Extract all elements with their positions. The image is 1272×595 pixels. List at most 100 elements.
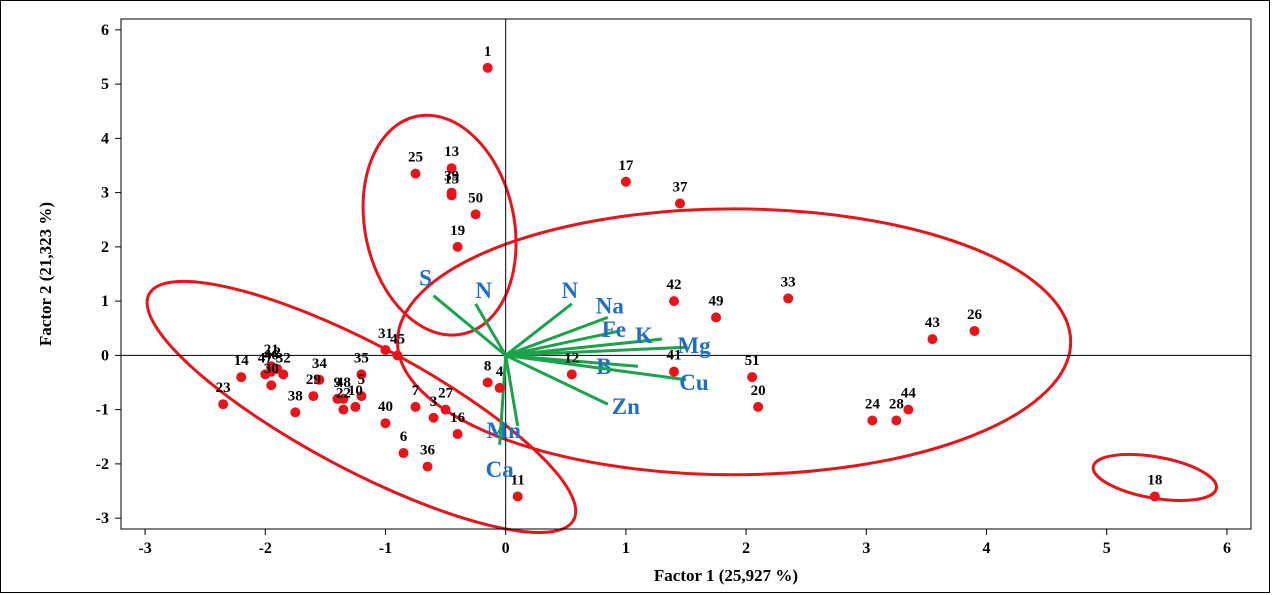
data-point bbox=[266, 380, 277, 391]
data-point bbox=[753, 401, 764, 412]
data-point bbox=[747, 372, 758, 383]
x-tick-label: 4 bbox=[983, 540, 991, 557]
point-label: 28 bbox=[889, 396, 904, 412]
x-tick-label: 3 bbox=[862, 540, 870, 557]
data-point bbox=[290, 407, 301, 418]
point-label: 21 bbox=[264, 342, 279, 358]
point-label: 5 bbox=[358, 372, 366, 388]
point-label: 51 bbox=[745, 353, 760, 369]
point-label: 50 bbox=[468, 190, 483, 206]
y-tick-label: 2 bbox=[101, 239, 109, 256]
data-point bbox=[446, 163, 457, 174]
point-label: 47 bbox=[258, 350, 274, 366]
data-point bbox=[314, 374, 325, 385]
data-point bbox=[482, 62, 493, 73]
x-tick-label: 2 bbox=[742, 540, 750, 557]
vector-label-zn: Zn bbox=[612, 394, 640, 419]
data-point bbox=[783, 293, 794, 304]
point-label: 15 bbox=[444, 171, 459, 187]
y-tick-label: 0 bbox=[101, 347, 109, 364]
data-point bbox=[620, 176, 631, 187]
point-label: 10 bbox=[348, 383, 363, 399]
data-point bbox=[410, 168, 421, 179]
y-axis-title: Factor 2 (21,323 %) bbox=[36, 202, 55, 346]
point-label: 13 bbox=[444, 144, 459, 160]
point-label: 34 bbox=[312, 356, 328, 372]
data-point bbox=[350, 401, 361, 412]
x-tick-label: 0 bbox=[502, 540, 510, 557]
point-label: 38 bbox=[288, 388, 303, 404]
vector-n bbox=[474, 303, 507, 357]
y-tick-label: 5 bbox=[101, 76, 109, 93]
point-label: 8 bbox=[484, 359, 492, 375]
point-label: 9 bbox=[334, 375, 342, 391]
vector-label-na: Na bbox=[596, 293, 625, 318]
point-label: 49 bbox=[709, 293, 724, 309]
point-label: 48 bbox=[336, 375, 351, 391]
data-point bbox=[452, 241, 463, 252]
y-tick-label: 1 bbox=[101, 293, 109, 310]
point-label: 42 bbox=[666, 277, 681, 293]
data-point bbox=[668, 366, 679, 377]
data-point bbox=[512, 491, 523, 502]
point-label: 22 bbox=[336, 386, 351, 402]
vector-k bbox=[505, 337, 663, 357]
point-label: 6 bbox=[400, 429, 408, 445]
vector-cu bbox=[505, 353, 687, 382]
x-tick-label: -2 bbox=[259, 540, 272, 557]
point-label: 31 bbox=[378, 326, 393, 342]
data-point bbox=[440, 404, 451, 415]
data-point bbox=[422, 461, 433, 472]
point-label: 27 bbox=[438, 386, 454, 402]
x-tick-label: -1 bbox=[379, 540, 392, 557]
point-label: 4 bbox=[496, 364, 504, 380]
data-point bbox=[236, 372, 247, 383]
point-label: 39 bbox=[444, 169, 459, 185]
data-point bbox=[398, 448, 409, 459]
vector-label-n: N bbox=[475, 278, 492, 303]
data-point bbox=[566, 369, 577, 380]
data-point bbox=[452, 429, 463, 440]
data-point bbox=[338, 393, 349, 404]
data-point bbox=[668, 296, 679, 307]
vector-label-k: K bbox=[635, 323, 653, 348]
point-label: 23 bbox=[216, 380, 231, 396]
plot-area-border bbox=[120, 18, 1252, 530]
data-point bbox=[218, 399, 229, 410]
data-point bbox=[356, 391, 367, 402]
x-tick-label: 1 bbox=[622, 540, 630, 557]
point-label: 16 bbox=[450, 410, 466, 426]
point-label: 17 bbox=[618, 158, 634, 174]
vector-mn bbox=[504, 355, 520, 427]
point-label: 12 bbox=[564, 350, 579, 366]
point-label: 11 bbox=[511, 472, 525, 488]
data-point bbox=[711, 312, 722, 323]
vector-na bbox=[505, 315, 609, 357]
point-label: 7 bbox=[412, 383, 420, 399]
data-point bbox=[891, 415, 902, 426]
point-label: 19 bbox=[450, 223, 465, 239]
data-point bbox=[380, 418, 391, 429]
data-point bbox=[494, 382, 505, 393]
vector-label-mg: Mg bbox=[677, 333, 711, 358]
vector-label-ca: Ca bbox=[486, 457, 515, 482]
x-axis-title: Factor 1 (25,927 %) bbox=[654, 566, 798, 585]
data-point bbox=[903, 404, 914, 415]
data-point bbox=[356, 369, 367, 380]
cluster-ellipse-left bbox=[145, 279, 578, 535]
data-point bbox=[308, 391, 319, 402]
data-point bbox=[867, 415, 878, 426]
point-label: 18 bbox=[1147, 472, 1162, 488]
cluster-ellipses bbox=[145, 113, 1218, 535]
cluster-ellipse-right bbox=[395, 207, 1073, 477]
y-tick-label: 3 bbox=[101, 185, 109, 202]
vector-mg bbox=[505, 345, 687, 357]
point-label: 36 bbox=[420, 443, 436, 459]
vector-label-n: N bbox=[561, 278, 578, 303]
vector-label-b: B bbox=[596, 354, 611, 379]
point-label: 33 bbox=[781, 274, 796, 290]
data-point bbox=[380, 344, 391, 355]
